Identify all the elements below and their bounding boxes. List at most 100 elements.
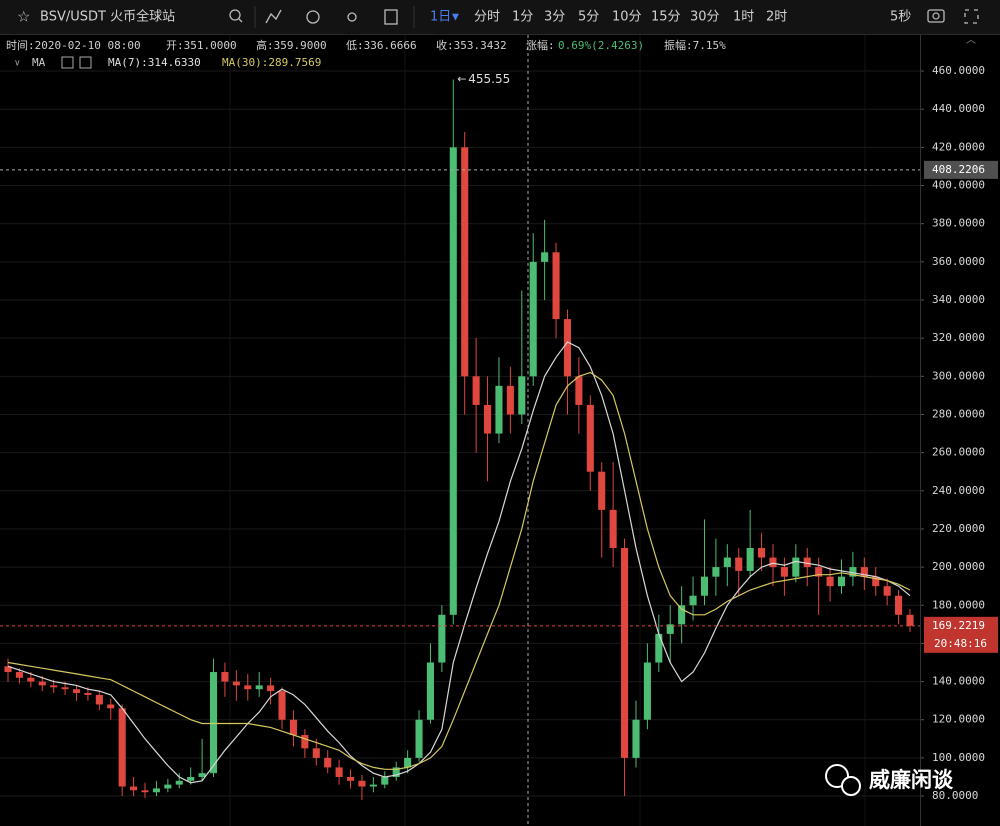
candle-body	[244, 685, 252, 690]
candle-body	[609, 509, 617, 549]
candle-body	[632, 719, 640, 758]
candle-body	[883, 586, 891, 596]
candle-body	[461, 147, 469, 377]
watermark: 威廉闲谈	[869, 768, 954, 792]
info-open: 开:351.0000	[166, 39, 237, 52]
interval[interactable]: 分时	[474, 10, 500, 25]
y-tick-label: 280.0000	[932, 407, 985, 420]
info-change: 0.69%(2.4263)	[558, 39, 644, 52]
y-tick-label: 380.0000	[932, 217, 985, 230]
candle-body	[4, 666, 12, 673]
refresh[interactable]: 5秒	[890, 10, 911, 25]
candle-body	[187, 776, 195, 781]
candle-body	[655, 633, 663, 663]
candle-body	[278, 691, 286, 720]
high-annotation: 455.55	[468, 72, 510, 86]
crosshair-price: 408.2206	[932, 163, 985, 176]
symbol[interactable]: BSV/USDT 火币全球站	[40, 9, 175, 25]
candle-body	[426, 662, 434, 720]
candle-body	[906, 614, 914, 626]
candle-body	[449, 147, 457, 615]
candle-body	[289, 719, 297, 735]
interval[interactable]: 2时	[766, 10, 787, 25]
candle-body	[803, 557, 811, 568]
settings-icon[interactable]	[306, 10, 320, 24]
ma-line	[7, 341, 911, 784]
candle-body	[392, 767, 400, 777]
collapse-ma[interactable]: ∨	[14, 59, 21, 69]
y-tick-label: 420.0000	[932, 140, 985, 153]
candle-body	[769, 557, 777, 568]
y-tick-label: 300.0000	[932, 369, 985, 382]
y-tick-label: 120.0000	[932, 713, 985, 726]
candle-body	[72, 689, 81, 694]
candle-body	[598, 471, 606, 510]
last-price: 169.2219	[932, 619, 985, 632]
candle-body	[552, 252, 560, 320]
info-close: 收:353.3432	[436, 38, 507, 52]
candle-body	[495, 385, 503, 434]
search-icon	[238, 18, 243, 23]
camera-icon[interactable]	[927, 9, 945, 23]
candle-body	[335, 767, 343, 777]
candle-body	[872, 576, 880, 587]
interval[interactable]: 5分	[578, 10, 599, 25]
interval[interactable]: 1分	[512, 10, 533, 25]
info-amplitude: 振幅:7.15%	[664, 38, 726, 52]
candle-body	[232, 681, 240, 686]
candle-body	[381, 776, 389, 785]
y-tick-label: 240.0000	[932, 484, 985, 497]
interval[interactable]: 3分	[544, 10, 565, 25]
star-icon[interactable]: ☆	[17, 8, 30, 26]
candle-body	[50, 685, 58, 688]
plot: ← 455.55 408.2206 169.2219 20:48:16	[0, 72, 998, 800]
candle-body	[312, 748, 320, 758]
candle-body	[849, 567, 857, 577]
ma-close-icon[interactable]	[79, 56, 92, 69]
toolbar	[0, 0, 1000, 34]
candle-body	[895, 595, 903, 615]
candle-body	[438, 614, 446, 663]
search-icon[interactable]	[229, 9, 241, 21]
y-tick-label: 340.0000	[932, 293, 985, 306]
indicator-icon[interactable]	[265, 9, 282, 24]
interval[interactable]: 30分	[690, 10, 720, 25]
candle-body	[107, 704, 115, 709]
candle-body	[723, 557, 731, 568]
candle-body	[175, 780, 183, 785]
candle-body	[506, 385, 514, 415]
info-low: 低:336.6666	[346, 39, 417, 52]
ma7-label: MA(7):314.6330	[108, 56, 201, 69]
active-interval[interactable]: 1日	[430, 10, 451, 25]
ma-settings-icon[interactable]	[61, 56, 74, 69]
high-arrow: ←	[457, 73, 466, 86]
candle-body	[575, 376, 583, 405]
y-tick-label: 80.0000	[932, 789, 978, 802]
interval[interactable]: 15分	[651, 10, 681, 25]
theme-icon[interactable]	[347, 12, 357, 22]
candle-body	[130, 786, 138, 791]
y-tick-label: 360.0000	[932, 255, 985, 268]
interval[interactable]: 10分	[612, 10, 642, 25]
interval[interactable]: 1时	[733, 10, 754, 25]
candle-body	[472, 376, 480, 405]
collapse-icon[interactable]: ︿	[966, 35, 976, 46]
candle-body	[95, 694, 103, 705]
candle-body	[141, 790, 149, 793]
info-time: 时间:2020-02-10 08:00	[6, 39, 141, 52]
dropdown-arrow[interactable]: ▼	[452, 13, 459, 23]
layout-icon[interactable]	[384, 9, 398, 25]
candle-body	[415, 719, 423, 758]
candle-body	[346, 776, 355, 781]
ma-line	[7, 371, 911, 770]
ma30-label: MA(30):289.7569	[222, 56, 321, 69]
candle-body	[152, 788, 160, 793]
countdown: 20:48:16	[934, 637, 987, 650]
fullscreen-icon[interactable]	[964, 9, 979, 24]
y-tick-label: 460.0000	[932, 64, 985, 77]
candle-body	[712, 567, 720, 577]
candle-body	[700, 576, 709, 596]
candle-body	[118, 708, 126, 787]
candle-body	[860, 567, 868, 577]
